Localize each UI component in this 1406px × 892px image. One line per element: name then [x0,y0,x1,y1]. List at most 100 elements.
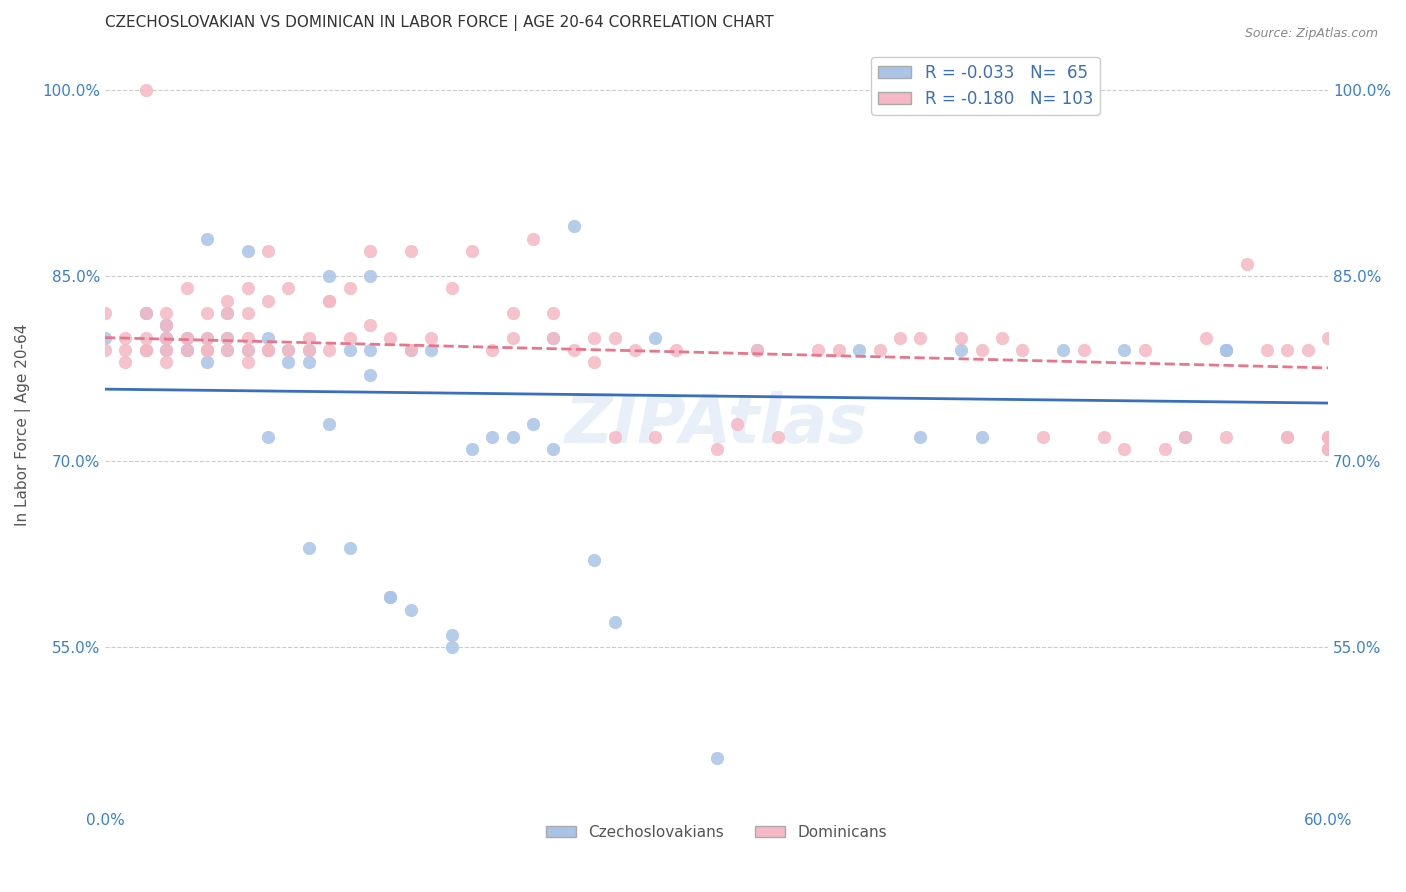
Point [155,343,177,357]
Point [298,343,321,357]
Point [603,331,626,345]
Point [257,343,280,357]
Point [1073,343,1095,357]
Point [828,343,851,357]
Point [135,343,157,357]
Point [359,268,381,283]
Point [1092,430,1115,444]
Point [114,355,136,369]
Point [1174,430,1197,444]
Point [298,343,321,357]
Point [155,331,177,345]
Point [502,430,524,444]
Point [236,281,259,295]
Point [747,343,769,357]
Point [1114,343,1136,357]
Text: Source: ZipAtlas.com: Source: ZipAtlas.com [1244,27,1378,40]
Point [1154,442,1177,456]
Point [1236,256,1258,270]
Point [298,331,321,345]
Point [583,355,606,369]
Point [298,355,321,369]
Point [950,331,973,345]
Point [195,232,218,246]
Point [522,417,544,432]
Point [399,343,422,357]
Point [461,244,484,259]
Point [176,331,198,345]
Point [461,442,484,456]
Point [257,343,280,357]
Point [420,343,443,357]
Point [94,343,117,357]
Point [1256,343,1278,357]
Point [277,343,299,357]
Point [236,355,259,369]
Point [706,751,728,765]
Point [420,331,443,345]
Point [1296,343,1319,357]
Point [1317,442,1340,456]
Point [380,331,402,345]
Point [94,331,117,345]
Point [236,244,259,259]
Point [257,293,280,308]
Point [624,343,647,357]
Point [970,430,993,444]
Point [644,430,666,444]
Point [1133,343,1156,357]
Point [706,442,728,456]
Point [502,306,524,320]
Point [195,355,218,369]
Point [298,541,321,555]
Point [1215,430,1237,444]
Point [970,343,993,357]
Point [217,343,239,357]
Point [1277,343,1299,357]
Point [135,306,157,320]
Point [440,640,463,654]
Point [1195,331,1218,345]
Point [380,591,402,605]
Point [1317,430,1340,444]
Point [217,331,239,345]
Point [543,331,565,345]
Point [562,343,585,357]
Point [217,293,239,308]
Point [236,343,259,357]
Point [257,244,280,259]
Point [399,603,422,617]
Point [277,355,299,369]
Point [665,343,688,357]
Point [440,281,463,295]
Point [236,331,259,345]
Point [522,232,544,246]
Point [440,627,463,641]
Point [257,430,280,444]
Point [399,343,422,357]
Point [217,306,239,320]
Point [195,343,218,357]
Point [135,83,157,97]
Point [1317,442,1340,456]
Point [991,331,1014,345]
Point [155,318,177,333]
Point [359,343,381,357]
Point [94,306,117,320]
Point [135,331,157,345]
Point [543,442,565,456]
Point [1032,430,1054,444]
Point [195,331,218,345]
Point [1174,430,1197,444]
Point [848,343,870,357]
Point [176,343,198,357]
Point [603,430,626,444]
Point [114,331,136,345]
Point [176,281,198,295]
Point [217,343,239,357]
Point [176,343,198,357]
Point [155,306,177,320]
Point [1317,442,1340,456]
Text: ZIPAtlas: ZIPAtlas [565,392,868,458]
Point [1011,343,1033,357]
